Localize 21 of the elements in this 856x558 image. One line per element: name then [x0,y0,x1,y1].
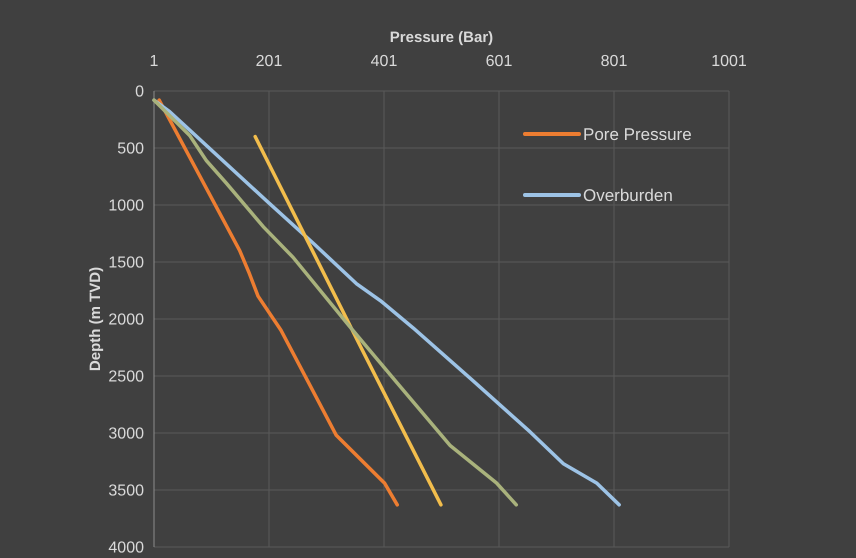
x-tick-label: 801 [600,53,628,70]
x-tick-label: 1001 [711,53,747,70]
line-series [157,98,399,507]
legend-label: Overburden [583,186,673,205]
y-tick-label: 2500 [108,368,144,386]
y-tick-label: 2000 [108,312,144,328]
x-tick-label: 201 [256,53,282,70]
y-tick-label: 0 [135,84,144,100]
x-tick-label: 601 [486,53,512,70]
y-tick-label: 1500 [108,254,144,272]
line-series [152,98,518,507]
y-axis-title: Depth (m TVD) [87,266,104,372]
x-axis-title: Pressure (Bar) [390,29,494,46]
y-tick-label: 1000 [108,198,144,214]
y-tick-label: 3000 [108,426,144,442]
y-tick-label: 500 [117,140,144,158]
legend-label: Pore Pressure [583,125,692,144]
y-tick-label: 3500 [108,482,144,500]
y-tick-label: 4000 [108,540,144,556]
x-tick-label: 1 [150,53,159,70]
x-tick-label: 401 [370,53,398,70]
